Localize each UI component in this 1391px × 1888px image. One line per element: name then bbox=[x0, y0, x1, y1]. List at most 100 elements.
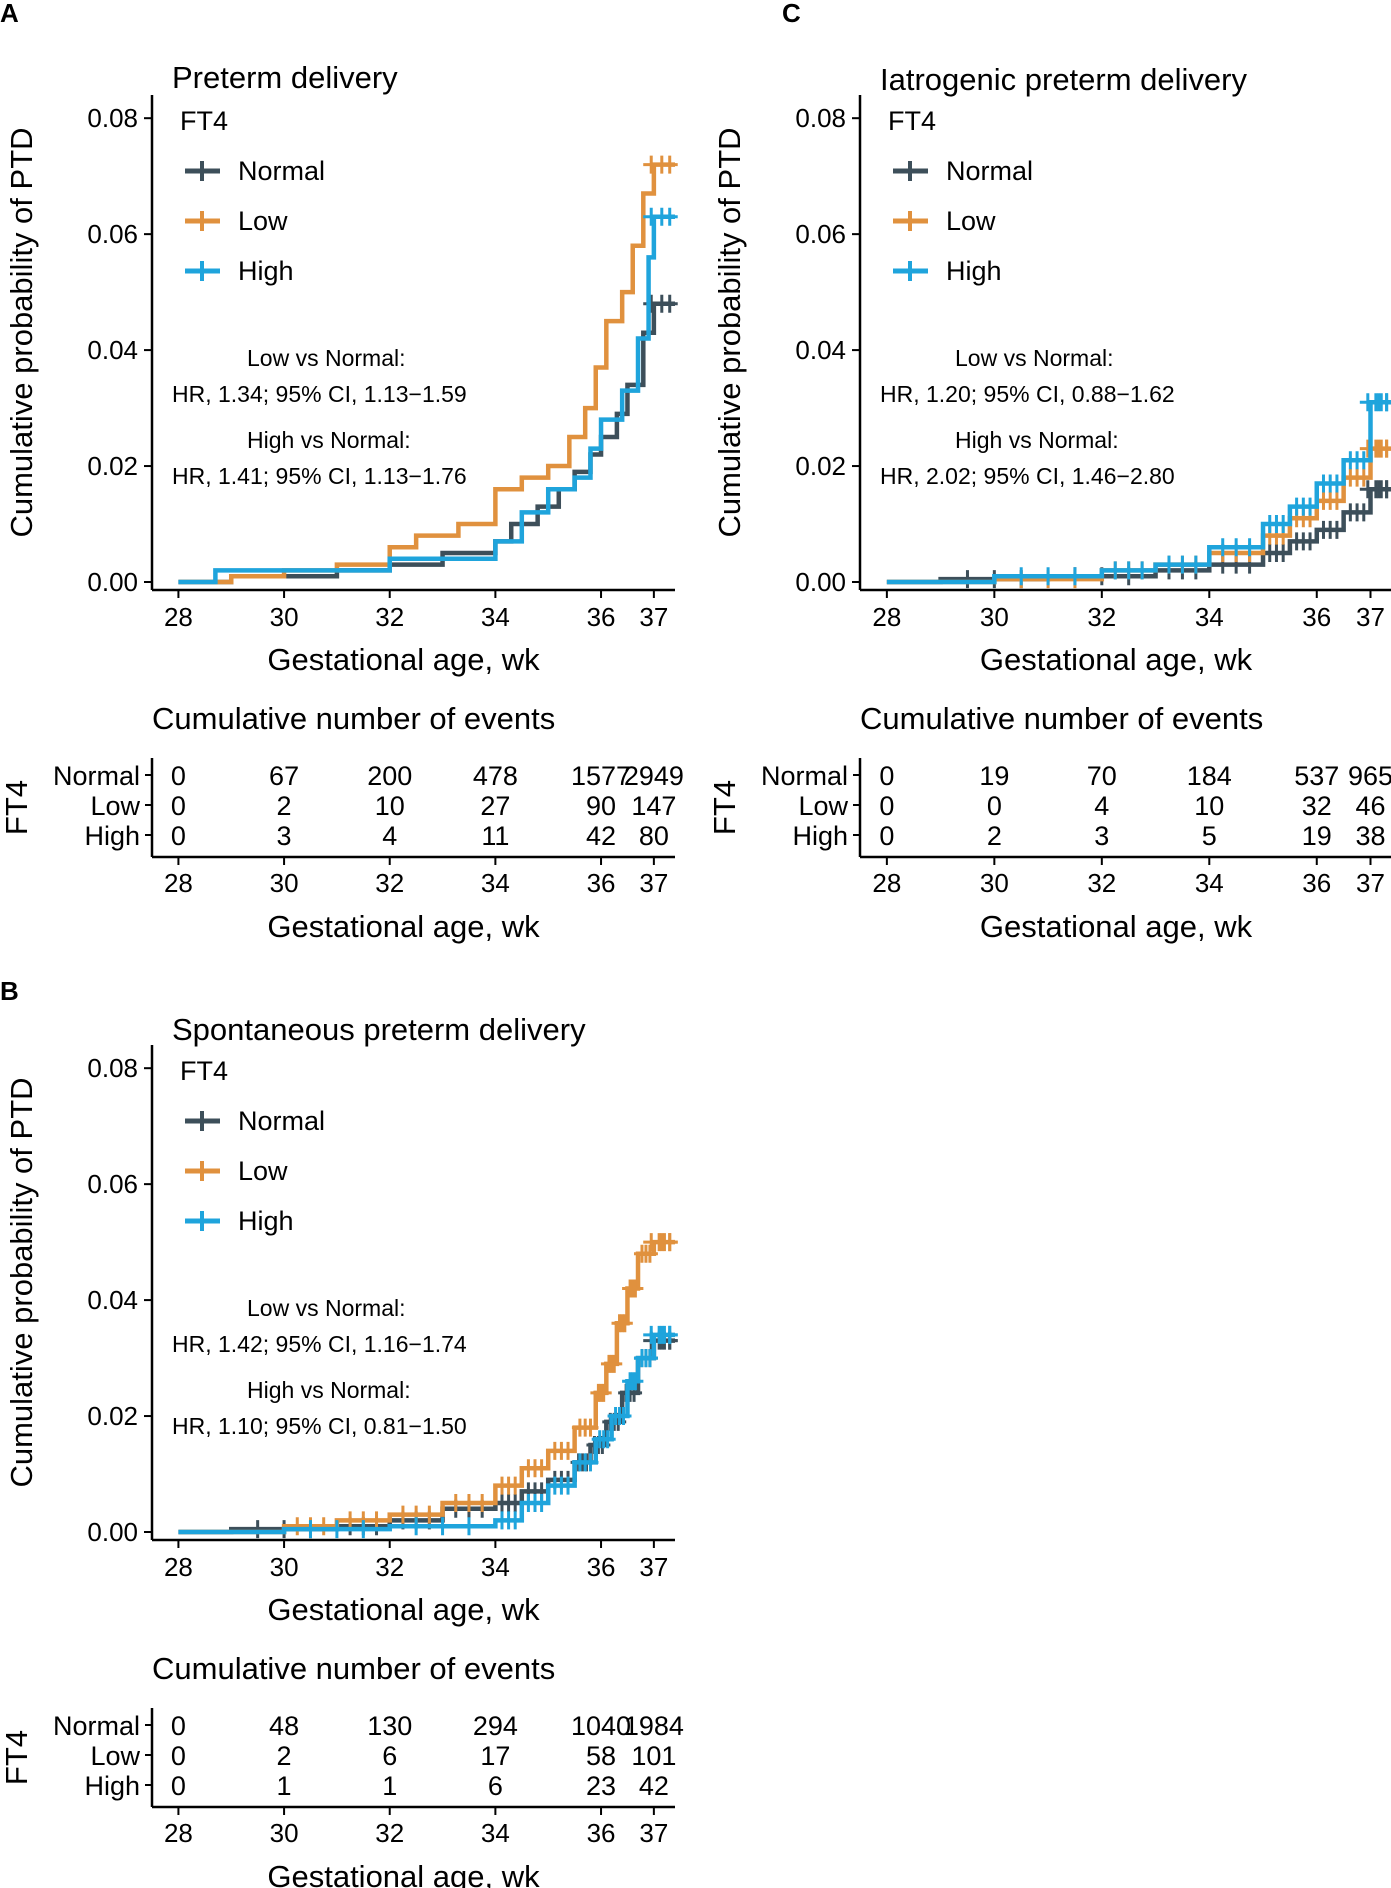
censor-mark bbox=[1378, 480, 1391, 499]
legend-item-low: Low bbox=[185, 1156, 288, 1186]
risk-row-label-low: Low bbox=[798, 791, 848, 821]
series-high bbox=[886, 393, 1391, 586]
risk-cell: 32 bbox=[1302, 791, 1332, 821]
series-line-high bbox=[178, 1332, 675, 1535]
risk-x-tick-label: 32 bbox=[375, 1818, 404, 1848]
censor-mark bbox=[533, 1459, 550, 1478]
censor-mark bbox=[1275, 515, 1292, 534]
risk-cell: 67 bbox=[269, 761, 299, 791]
series-low bbox=[886, 439, 1391, 589]
censor-mark bbox=[1378, 439, 1391, 458]
legend-item-high: High bbox=[893, 256, 1002, 286]
x-tick-label: 28 bbox=[872, 602, 901, 632]
risk-x-tick-label: 36 bbox=[1302, 868, 1331, 898]
risk-cell: 1 bbox=[382, 1771, 397, 1801]
annotation-high-title: High vs Normal: bbox=[247, 427, 411, 453]
x-tick-label: 30 bbox=[270, 602, 299, 632]
censor-mark bbox=[315, 1517, 332, 1536]
risk-cell: 10 bbox=[1194, 791, 1224, 821]
y-tick-label: 0.08 bbox=[87, 103, 138, 133]
risk-x-tick-label: 32 bbox=[1087, 868, 1116, 898]
censor-mark bbox=[661, 207, 678, 226]
risk-y-axis-title: FT4 bbox=[0, 1730, 34, 1785]
risk-x-tick-label: 37 bbox=[1356, 868, 1385, 898]
risk-cell: 1984 bbox=[624, 1711, 684, 1741]
y-tick-label: 0.06 bbox=[87, 219, 138, 249]
y-tick-label: 0.06 bbox=[795, 219, 846, 249]
risk-cell: 11 bbox=[481, 821, 509, 851]
legend-item-normal: Normal bbox=[893, 156, 1033, 186]
risk-row-label-normal: Normal bbox=[53, 761, 140, 791]
y-tick-label: 0.00 bbox=[795, 567, 846, 597]
y-tick-label: 0.02 bbox=[87, 1401, 138, 1431]
series-line-high bbox=[178, 214, 675, 585]
risk-cell: 19 bbox=[979, 761, 1009, 791]
x-tick-label: 36 bbox=[587, 1552, 616, 1582]
censor-mark bbox=[507, 1511, 524, 1530]
risk-x-axis-title: Gestational age, wk bbox=[267, 909, 540, 944]
censor-mark bbox=[1107, 561, 1124, 580]
censor-mark bbox=[595, 1383, 612, 1402]
risk-cell: 90 bbox=[586, 791, 616, 821]
legend-label: Normal bbox=[238, 156, 325, 186]
censor-mark bbox=[533, 1494, 550, 1513]
censor-mark bbox=[1328, 474, 1345, 493]
y-tick-label: 0.04 bbox=[795, 335, 846, 365]
risk-row-label-high: High bbox=[84, 821, 140, 851]
risk-cell: 0 bbox=[171, 791, 186, 821]
x-tick-label: 32 bbox=[1087, 602, 1116, 632]
censor-mark bbox=[959, 570, 976, 589]
x-tick-label: 30 bbox=[980, 602, 1009, 632]
censor-mark bbox=[1228, 538, 1245, 557]
risk-x-axis-title: Gestational age, wk bbox=[267, 1859, 540, 1888]
x-tick-label: 34 bbox=[481, 602, 510, 632]
censor-mark bbox=[1355, 503, 1372, 522]
x-tick-label: 37 bbox=[639, 1552, 668, 1582]
risk-x-tick-label: 36 bbox=[587, 1818, 616, 1848]
annotation-low-title: Low vs Normal: bbox=[247, 1295, 405, 1321]
annotation-low-hr: HR, 1.42; 95% CI, 1.16−1.74 bbox=[172, 1331, 467, 1357]
annotation-high-hr: HR, 1.10; 95% CI, 0.81−1.50 bbox=[172, 1413, 467, 1439]
risk-cell: 1 bbox=[277, 1771, 292, 1801]
panel-letter: A bbox=[0, 0, 19, 28]
risk-cell: 46 bbox=[1355, 791, 1385, 821]
risk-cell: 17 bbox=[480, 1741, 510, 1771]
x-tick-label: 36 bbox=[1302, 602, 1331, 632]
risk-x-tick-label: 36 bbox=[587, 868, 616, 898]
risk-cell: 0 bbox=[171, 1711, 186, 1741]
censor-mark bbox=[1174, 555, 1191, 574]
legend-label: Normal bbox=[946, 156, 1033, 186]
risk-x-tick-label: 30 bbox=[270, 1818, 299, 1848]
legend-label: Low bbox=[238, 1156, 288, 1186]
x-tick-label: 28 bbox=[164, 1552, 193, 1582]
censor-mark bbox=[599, 1430, 616, 1449]
annotation-high-title: High vs Normal: bbox=[247, 1377, 411, 1403]
legend-item-low: Low bbox=[185, 206, 288, 236]
risk-cell: 537 bbox=[1294, 761, 1339, 791]
censor-mark bbox=[661, 155, 678, 174]
risk-cell: 58 bbox=[586, 1741, 616, 1771]
x-tick-label: 34 bbox=[481, 1552, 510, 1582]
panel-b: B Spontaneous preterm delivery 0.00 0.02 0.0… bbox=[0, 976, 684, 1888]
risk-x-tick-label: 30 bbox=[980, 868, 1009, 898]
censor-mark bbox=[582, 1418, 599, 1437]
legend-item-normal: Normal bbox=[185, 1106, 325, 1136]
censor-mark bbox=[408, 1517, 425, 1536]
risk-x-tick-label: 34 bbox=[1195, 868, 1224, 898]
x-axis-title: Gestational age, wk bbox=[980, 642, 1253, 677]
censor-mark bbox=[474, 1494, 491, 1513]
risk-cell: 10 bbox=[375, 791, 405, 821]
risk-cell: 3 bbox=[1094, 821, 1109, 851]
risk-cell: 1040 bbox=[571, 1711, 631, 1741]
censor-mark bbox=[560, 1476, 577, 1495]
censor-mark bbox=[355, 1520, 372, 1539]
y-tick-label: 0.04 bbox=[87, 335, 138, 365]
risk-cell: 2949 bbox=[624, 761, 684, 791]
censor-mark bbox=[641, 1349, 658, 1368]
y-tick-label: 0.00 bbox=[87, 567, 138, 597]
risk-y-axis-title: FT4 bbox=[707, 780, 742, 835]
panel-letter: B bbox=[0, 976, 19, 1006]
risk-cell: 0 bbox=[171, 1771, 186, 1801]
risk-y-axis-title: FT4 bbox=[0, 780, 34, 835]
censor-mark bbox=[1214, 538, 1231, 557]
